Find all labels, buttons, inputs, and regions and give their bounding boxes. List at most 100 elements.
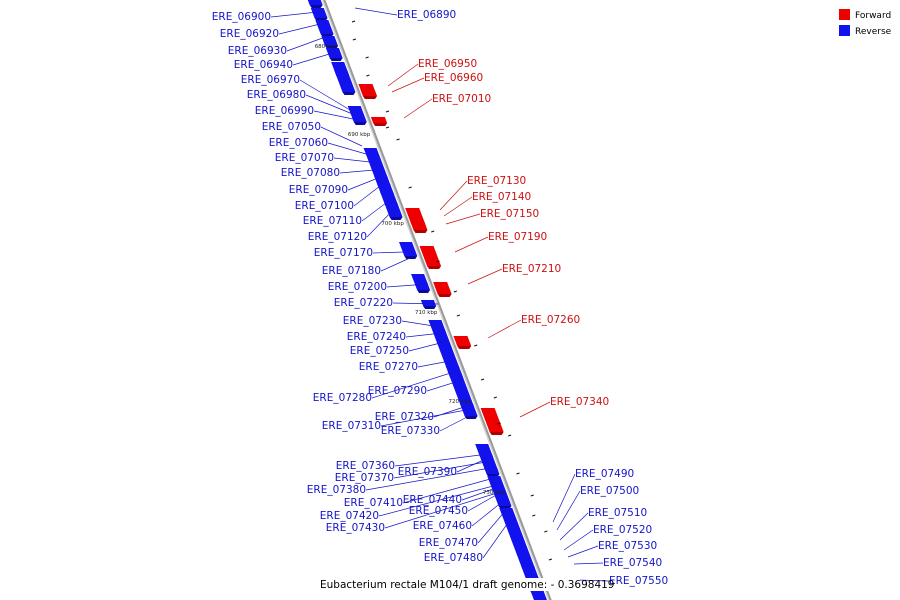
reverse-gene-leader-line [556, 490, 581, 531]
reverse-gene-label: ERE_07170 [314, 247, 373, 259]
forward-gene-leader-line [443, 196, 473, 217]
reverse-gene-label: ERE_06900 [212, 11, 271, 23]
reverse-gene-leader-line [286, 35, 329, 52]
reverse-gene-leader-line [365, 467, 491, 491]
reverse-gene-label: ERE_06920 [220, 28, 279, 40]
forward-gene-glyph [480, 408, 504, 435]
feature-dash [456, 314, 461, 317]
reverse-gene-label: ERE_07280 [313, 392, 372, 404]
reverse-gene-label: ERE_07500 [580, 485, 639, 497]
reverse-gene-leader-line [347, 177, 379, 191]
feature-dash [351, 20, 356, 23]
gene-bevel [427, 266, 442, 269]
gene-features [307, 0, 553, 600]
gene-face [428, 320, 446, 330]
reverse-gene-label: ERE_07370 [335, 472, 394, 484]
gene-face [432, 330, 449, 340]
forward-gene-glyph [360, 90, 377, 99]
gene-face [487, 476, 504, 486]
forward-gene-label: ERE_07190 [488, 231, 547, 243]
legend-forward-swatch [839, 9, 850, 20]
forward-gene-glyph [453, 336, 472, 349]
reverse-gene-label: ERE_07200 [328, 281, 387, 293]
reverse-gene-leader-line [461, 487, 497, 501]
reverse-gene-glyph [350, 114, 367, 125]
feature-dash [352, 38, 357, 41]
reverse-gene-glyph [310, 8, 328, 21]
reverse-gene-label: ERE_07220 [334, 297, 393, 309]
reverse-gene-label: ERE_07180 [322, 265, 381, 277]
legend: Forward Reverse [839, 9, 892, 37]
kbp-tick-label: 700 kbp [381, 221, 404, 227]
forward-gene-leader-line [403, 98, 433, 119]
feature-dash [507, 434, 512, 437]
gene-face [475, 444, 493, 456]
forward-gene-leader-line [387, 63, 419, 87]
gene-face [478, 454, 498, 470]
reverse-gene-glyph [484, 468, 500, 477]
reverse-gene-leader-line [456, 457, 489, 473]
reverse-gene-leader-line [482, 519, 511, 559]
reverse-gene-label: ERE_07380 [307, 484, 366, 496]
gene-face [405, 208, 426, 224]
gene-face [420, 300, 437, 306]
forward-gene-label: ERE_07140 [472, 191, 531, 203]
gene-face [399, 242, 418, 256]
reverse-gene-leader-line [292, 51, 337, 66]
reverse-gene-label: ERE_07460 [413, 520, 472, 532]
reverse-gene-leader-line [567, 545, 599, 558]
reverse-gene-leader-line [278, 23, 321, 35]
reverse-gene-label: ERE_07290 [368, 385, 427, 397]
feature-dash [396, 138, 400, 141]
gene-face [334, 70, 356, 92]
reverse-gene-leader-line [394, 454, 481, 467]
gene-face [511, 540, 530, 554]
reverse-gene-label: ERE_06990 [255, 105, 314, 117]
reverse-gene-label: ERE_07530 [598, 540, 657, 552]
gene-face [377, 184, 394, 194]
forward-gene-leader-line [445, 213, 481, 225]
reverse-gene-leader-line [405, 332, 443, 338]
kbp-tick-label: 720 kbp [449, 399, 472, 405]
feature-dash [453, 290, 458, 293]
reverse-gene-leader-line [270, 11, 319, 18]
reverse-gene-label: ERE_07360 [336, 460, 395, 472]
gene-face [374, 176, 391, 186]
reverse-gene-leader-line [371, 369, 461, 399]
feature-dash [474, 344, 478, 347]
gene-bevel [417, 290, 431, 293]
gene-face [410, 222, 428, 230]
reverse-gene-label: ERE_07420 [320, 510, 379, 522]
feature-dash [436, 260, 440, 263]
feature-dash [493, 396, 497, 399]
reverse-gene-label: ERE_07470 [419, 537, 478, 549]
reverse-gene-label: ERE_07120 [308, 231, 367, 243]
reverse-gene-glyph [420, 300, 437, 309]
reverse-gene-leader-line [320, 126, 363, 147]
gene-bevel [423, 306, 437, 309]
feature-dash [480, 378, 485, 381]
genome-label: Eubacterium rectale M104/1 draft genome:… [320, 579, 615, 591]
footer-label-bg [318, 578, 580, 591]
reverse-gene-leader-line [471, 501, 503, 527]
gene-face [350, 114, 367, 122]
reverse-gene-label: ERE_06970 [241, 74, 300, 86]
reverse-gene-leader-line [339, 169, 375, 174]
feature-dash [431, 230, 435, 233]
gene-labels: ERE_06900 ERE_06920 ERE_06930 ERE_06940 ERE_… [212, 9, 668, 587]
gene-face [360, 90, 377, 96]
gene-face [494, 494, 512, 506]
reverse-gene-label: ERE_07520 [593, 524, 652, 536]
kbp-tick-label: 680 kbp [315, 44, 338, 50]
leader-lines [270, 7, 610, 582]
reverse-gene-glyph [411, 274, 431, 293]
reverse-gene-leader-line [417, 359, 456, 368]
reverse-gene-leader-line [433, 404, 471, 418]
feature-dash [532, 514, 536, 517]
reverse-gene-leader-line [477, 509, 507, 544]
reverse-gene-label: ERE_07050 [262, 121, 321, 133]
feature-dash [544, 530, 548, 533]
gene-face [411, 274, 431, 290]
kbp-ticks: 680 kbp 690 kbp 700 kbp 710 kbp 720 kbp 730 k… [315, 44, 506, 496]
